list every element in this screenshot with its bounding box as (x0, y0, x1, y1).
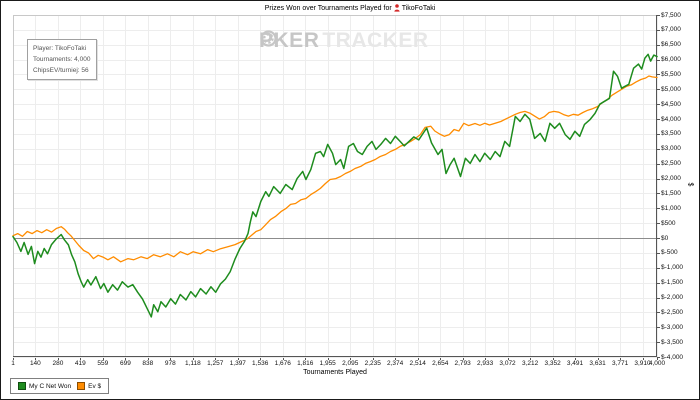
y-tick-label: $6,500 (661, 41, 681, 49)
y-tick-label: $5,000 (661, 85, 681, 93)
y-tick-label: $-3,000 (661, 323, 684, 331)
plot-area[interactable]: P KER TRACKER Player: TikoFoTaki Tournam… (12, 15, 660, 360)
x-tick-label: 2,793 (454, 360, 471, 367)
y-tick-label: $500 (661, 219, 676, 227)
x-tick-label: 2,095 (342, 360, 359, 367)
legend-swatch-ev (77, 382, 86, 390)
player-info-box: Player: TikoFoTaki Tournaments: 4,000 Ch… (27, 39, 98, 80)
y-tick-label: $3,000 (661, 145, 681, 153)
x-axis-labels: 1 140 280 419 559 699 838 978 1,118 1,257 1,397 1,5… (11, 360, 665, 368)
watermark-ker: KER (273, 29, 320, 52)
y-tick-label: $6,000 (661, 56, 681, 64)
y-tick-label: $5,500 (661, 70, 681, 78)
x-tick-label: 1,816 (297, 360, 314, 367)
y-tick-label: $4,500 (661, 100, 681, 108)
x-tick-label: 1,397 (229, 360, 246, 367)
chart-title: Prizes Won over Tournaments Played for T… (1, 4, 699, 12)
y-tick-label: $2,500 (661, 160, 681, 168)
y-axis-labels: $7,500 $7,000 $6,500 $6,000 $5,500 $5,000 $4,5… (661, 11, 699, 361)
y-tick-label: $1,500 (661, 189, 681, 197)
x-tick-label: 559 (97, 360, 109, 367)
x-tick-label: 3,631 (589, 360, 606, 367)
info-chipsev: ChipsEV/turniej: 56 (33, 67, 89, 74)
y-tick-label: $-1,500 (661, 279, 684, 287)
info-tournaments: Tournaments: 4,000 (33, 56, 91, 63)
chart-title-text: Prizes Won over Tournaments Played for (264, 4, 392, 12)
x-tick-label: 1 (11, 360, 15, 367)
x-tick-label: 4,000 (648, 360, 666, 367)
x-tick-label: 3,491 (566, 360, 584, 367)
x-tick-label: 1,676 (274, 360, 291, 367)
y-tick-label: $2,000 (661, 175, 681, 183)
legend-item-ev: Ev $ (77, 382, 101, 390)
y-tick-label: $7,500 (661, 11, 681, 19)
series-line-ev (12, 75, 658, 263)
x-tick-label: 2,235 (364, 360, 381, 367)
y-tick-label: $-4,000 (661, 353, 684, 361)
y-tick-label: $1,000 (661, 204, 681, 212)
watermark-tracker: TRACKER (322, 29, 429, 52)
x-tick-label: 2,514 (409, 360, 426, 367)
y-tick-label: $-1,000 (661, 264, 684, 272)
x-tick-label: 2,933 (477, 360, 494, 367)
x-tick-label: 1,955 (319, 360, 336, 367)
legend: My C Net Won Ev $ (10, 378, 110, 394)
x-tick-label: 3,352 (544, 360, 561, 367)
y-axis-title: $ (686, 182, 694, 187)
pokertracker-watermark: P KER TRACKER (259, 30, 429, 52)
x-tick-label: 3,212 (521, 360, 539, 367)
x-tick-label: 3,910 (634, 360, 651, 367)
poker-chip-icon (260, 30, 277, 47)
player-name: TikoFoTaki (401, 4, 436, 12)
x-tick-label: 838 (142, 360, 154, 367)
y-tick-label: $0 (661, 234, 669, 242)
series-line-net-won (12, 53, 658, 318)
y-tick-label: $7,000 (661, 26, 681, 34)
legend-label-net-won: My C Net Won (29, 382, 72, 390)
x-tick-label: 978 (164, 360, 176, 367)
grid-layer (13, 15, 660, 360)
y-tick-label: $-2,000 (661, 294, 684, 302)
series-layer (12, 53, 658, 318)
x-tick-label: 2,374 (387, 360, 404, 367)
x-tick-label: 419 (74, 360, 86, 367)
x-tick-label: 3,072 (499, 360, 516, 367)
x-tick-label: 2,654 (432, 360, 449, 367)
x-tick-label: 280 (52, 360, 64, 367)
y-tick-label: $-500 (661, 249, 678, 257)
x-tick-label: 3,771 (611, 360, 629, 367)
x-tick-label: 1,536 (252, 360, 269, 367)
legend-swatch-net-won (18, 382, 26, 390)
info-player: Player: TikoFoTaki (33, 45, 87, 52)
x-tick-label: 699 (119, 360, 131, 367)
y-tick-label: $3,500 (661, 130, 681, 138)
x-tick-label: 1,118 (184, 360, 201, 367)
y-tick-label: $4,000 (661, 115, 681, 123)
y-tick-label: $-3,500 (661, 338, 684, 346)
x-tick-label: 140 (29, 360, 41, 367)
legend-item-net-won: My C Net Won (18, 382, 71, 390)
player-icon (394, 4, 400, 12)
y-tick-label: $-2,500 (661, 308, 684, 316)
x-tick-label: 1,257 (207, 360, 224, 367)
x-axis-title: Tournaments Played (303, 369, 367, 376)
legend-label-ev: Ev $ (88, 382, 102, 390)
